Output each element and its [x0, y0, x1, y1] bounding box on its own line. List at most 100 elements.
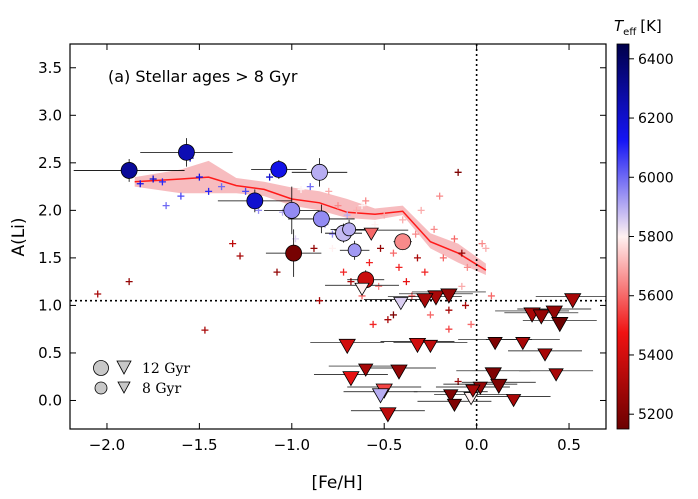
- upper-limit-marker: [443, 389, 459, 403]
- colorbar-label-sub: eff: [623, 27, 637, 38]
- detection-marker: [311, 163, 328, 181]
- field-star: [412, 230, 420, 238]
- plot-frame: [69, 43, 607, 430]
- field-star: [458, 282, 466, 290]
- field-star: [445, 306, 453, 314]
- field-star: [306, 183, 314, 191]
- upper-limit-marker: [363, 227, 379, 241]
- field-star: [195, 173, 203, 181]
- upper-limit-marker: [422, 339, 439, 354]
- colorbar-tick-label: 6000: [638, 170, 674, 186]
- field-star: [297, 185, 305, 193]
- y-tick-label: 2.0: [38, 201, 62, 219]
- legend-8gyr-circle: [94, 381, 108, 395]
- field-star: [482, 244, 490, 252]
- field-star: [454, 168, 462, 176]
- field-star: [426, 311, 434, 319]
- field-star: [291, 235, 299, 243]
- x-tick-label: 0.5: [557, 436, 581, 454]
- field-star: [384, 316, 392, 324]
- field-star: [328, 230, 336, 238]
- field-star: [236, 252, 244, 260]
- trend-band: [134, 160, 486, 275]
- field-star: [158, 178, 166, 186]
- upper-limit-marker: [408, 337, 427, 354]
- legend: 12 Gyr 8 Gyr: [93, 360, 190, 397]
- upper-limit-marker: [354, 282, 370, 297]
- upper-limit-marker: [379, 407, 397, 423]
- field-star: [358, 202, 366, 210]
- field-star: [201, 326, 209, 334]
- x-tick-label: −1.5: [181, 436, 217, 454]
- field-star: [149, 175, 157, 183]
- plot-area: [70, 44, 606, 429]
- colorbar: 5200 5400 5600 5800 6000 6200 6400 Teff [K]: [614, 17, 674, 430]
- field-star: [369, 320, 377, 328]
- colorbar-label: Teff [K]: [614, 17, 662, 38]
- x-tick-label: −1.0: [274, 436, 310, 454]
- upper-limit-marker: [338, 338, 356, 355]
- colorbar-ticks: 5200 5400 5600 5800 6000 6200 6400: [629, 52, 674, 423]
- field-star: [362, 197, 370, 205]
- y-tick-label: 3.0: [38, 106, 62, 124]
- field-star: [389, 311, 397, 319]
- field-star: [399, 216, 407, 224]
- field-star: [177, 192, 185, 200]
- upper-limit-marker: [446, 398, 463, 413]
- colorbar-gradient: [616, 43, 630, 430]
- colorbar-tick-label: 5400: [638, 348, 674, 364]
- field-star: [334, 202, 342, 210]
- field-star: [136, 180, 144, 188]
- field-star: [377, 244, 385, 252]
- field-star: [310, 244, 318, 252]
- field-star: [430, 225, 438, 233]
- trend-band-layer: [134, 160, 487, 275]
- field-star: [445, 325, 453, 333]
- y-tick-label: 0.5: [38, 344, 62, 362]
- upper-limit-marker: [342, 371, 360, 387]
- detection-marker: [342, 222, 356, 237]
- upper-limit-marker: [358, 363, 374, 377]
- legend-12gyr-circle: [93, 360, 109, 376]
- detection-marker: [178, 143, 195, 161]
- upper-limit-marker: [393, 297, 409, 311]
- field-star: [328, 244, 336, 252]
- upper-limit-marker: [371, 388, 390, 404]
- detection-marker: [246, 192, 264, 210]
- upper-limit-marker: [515, 337, 531, 351]
- detection-marker: [394, 233, 412, 251]
- field-star: [343, 211, 351, 219]
- field-star: [218, 183, 226, 191]
- upper-limit-marker: [537, 348, 553, 362]
- field-star: [325, 187, 333, 195]
- upper-limit-marker: [465, 384, 481, 398]
- detection-marker: [347, 243, 362, 258]
- field-star: [467, 320, 475, 328]
- field-star: [458, 249, 466, 257]
- legend-label-12gyr: 12 Gyr: [142, 361, 190, 377]
- field-star: [380, 211, 388, 219]
- colorbar-label-main: T: [614, 17, 625, 35]
- upper-limit-marker: [490, 378, 508, 395]
- upper-limit-marker: [484, 367, 502, 383]
- reference-lines: [70, 44, 606, 429]
- colorbar-tick-label: 5200: [638, 407, 674, 423]
- field-star: [375, 282, 383, 290]
- field-star: [487, 292, 495, 300]
- field-star: [365, 259, 373, 267]
- axis-ticks: −2.0 −1.5 −1.0 −0.5 0.0 0.5 0.0 0.5 1.0 1.5 2.0 2.5…: [38, 44, 606, 454]
- upper-limit-marker: [551, 317, 569, 333]
- detection-marker: [120, 162, 138, 179]
- field-star: [395, 263, 403, 271]
- chart-title: (a) Stellar ages > 8 Gyr: [108, 67, 298, 86]
- field-star: [439, 254, 447, 262]
- trend-line: [134, 176, 487, 271]
- field-star: [316, 297, 324, 305]
- legend-8gyr-triangle: [117, 381, 131, 394]
- x-tick-label: 0.0: [465, 436, 489, 454]
- field-star: [352, 206, 360, 214]
- legend-label-8gyr: 8 Gyr: [142, 381, 181, 397]
- detection-marker: [312, 210, 330, 228]
- field-star: [162, 202, 170, 210]
